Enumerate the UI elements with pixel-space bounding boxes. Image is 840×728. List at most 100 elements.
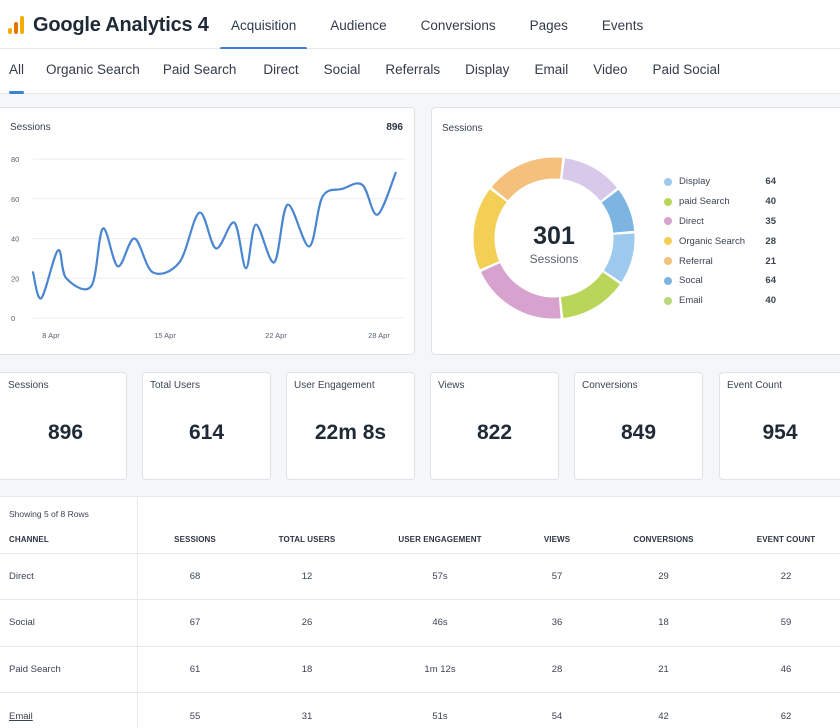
cell-views: 57 [519, 552, 595, 600]
stat-value: 954 [762, 421, 798, 444]
donut-chart-title: Sessions [442, 123, 483, 134]
top-navigation-bar: Google Analytics 4 Acquisition Audience … [0, 0, 840, 50]
cell-user-engagement: 1m 12s [361, 645, 519, 693]
channel-tab-all[interactable]: All [9, 49, 25, 94]
legend-item[interactable]: Referral 21 [664, 251, 776, 271]
legend-value: 64 [765, 176, 776, 188]
stat-card-total-users: Total Users 614 [142, 372, 271, 480]
stat-card-event-count: Event Count 954 [719, 372, 840, 480]
cell-total-users: 26 [253, 599, 361, 646]
cell-conversions: 21 [595, 645, 732, 693]
donut-slice[interactable] [491, 157, 563, 201]
cell-event-count: 62 [732, 692, 840, 728]
sessions-line-chart: 0 20 40 60 80 8 Apr 15 Apr 22 Apr 28 Apr [11, 155, 405, 340]
table-row[interactable]: Social 67 26 46s 36 18 59 [0, 599, 840, 646]
legend-label: Socal [679, 275, 703, 287]
stat-card-views: Views 822 [430, 372, 559, 480]
cell-channel: Email [0, 692, 137, 728]
legend-color-dot [664, 237, 672, 246]
stat-label: Total Users [150, 380, 201, 391]
column-header-channel[interactable]: CHANNEL [9, 535, 49, 545]
cell-sessions: 55 [137, 692, 253, 728]
donut-center-label: Sessions [530, 252, 579, 266]
column-header-event-count[interactable]: EVENT COUNT [756, 535, 816, 545]
legend-item[interactable]: Email 40 [664, 291, 776, 311]
sessions-donut-card: Sessions 301 Sessions Display 64 paid Sear… [431, 107, 840, 355]
column-header-conversions[interactable]: CONVERSIONS [633, 535, 694, 545]
donut-center-value: 301 [533, 222, 575, 250]
stat-card-user-engagement: User Engagement 22m 8s [286, 372, 415, 480]
legend-label: Organic Search [679, 235, 746, 247]
column-header-views[interactable]: VIEWS [543, 535, 571, 545]
legend-value: 21 [765, 255, 776, 267]
legend-color-dot [664, 257, 672, 266]
tab-pages[interactable]: Pages [529, 18, 568, 33]
cell-channel: Paid Search [0, 645, 137, 693]
x-tick-label: 28 Apr [368, 331, 390, 340]
legend-item[interactable]: Organic Search 28 [664, 231, 776, 251]
y-tick-label: 20 [11, 274, 19, 283]
table-row[interactable]: Paid Search 61 18 1m 12s 28 21 46 [0, 645, 840, 693]
donut-slice[interactable] [561, 158, 617, 202]
column-header-total-users[interactable]: TOTAL USERS [278, 535, 336, 545]
cell-channel: Direct [0, 552, 137, 600]
sessions-donut-chart: 301 Sessions [473, 157, 635, 319]
legend-color-dot [664, 276, 672, 285]
column-header-sessions[interactable]: SESSIONS [174, 535, 216, 545]
legend-item[interactable]: Direct 35 [664, 212, 776, 232]
channel-tab-paid-search[interactable]: Paid Search [162, 62, 237, 77]
channel-tab-direct[interactable]: Direct [263, 62, 299, 77]
cell-sessions: 61 [137, 645, 253, 693]
donut-slice[interactable] [560, 271, 620, 318]
tab-events[interactable]: Events [601, 18, 644, 33]
legend-value: 64 [765, 275, 776, 287]
cell-views: 54 [519, 692, 595, 728]
legend-value: 35 [765, 215, 776, 227]
stat-label: Conversions [582, 380, 638, 391]
channel-tab-video[interactable]: Video [593, 62, 628, 77]
cell-event-count: 46 [732, 645, 840, 693]
table-row[interactable]: Direct 68 12 57s 57 29 22 [0, 552, 840, 600]
legend-color-dot [664, 197, 672, 206]
channel-tab-email[interactable]: Email [534, 62, 569, 77]
donut-slice[interactable] [481, 262, 561, 319]
legend-item[interactable]: paid Search 40 [664, 192, 776, 212]
y-tick-label: 60 [11, 195, 19, 204]
column-header-user-engagement[interactable]: USER ENGAGEMENT [398, 535, 482, 545]
cell-views: 28 [519, 645, 595, 693]
cell-total-users: 12 [253, 552, 361, 600]
channel-tab-referrals[interactable]: Referrals [385, 62, 441, 77]
donut-slice[interactable] [603, 233, 635, 282]
stat-value: 849 [620, 421, 657, 444]
legend-label: Display [679, 176, 711, 188]
channel-tab-paid-social[interactable]: Paid Social [652, 62, 721, 77]
y-tick-label: 40 [11, 235, 19, 244]
legend-color-dot [664, 217, 672, 226]
cell-total-users: 31 [253, 692, 361, 728]
legend-value: 40 [765, 196, 776, 208]
donut-slice[interactable] [601, 189, 635, 234]
x-tick-label: 15 Apr [154, 331, 176, 340]
line-chart-total: 896 [386, 122, 403, 133]
legend-value: 40 [765, 295, 776, 307]
channel-tab-display[interactable]: Display [465, 62, 510, 77]
app-logo[interactable]: Google Analytics 4 [8, 12, 209, 38]
cell-user-engagement: 51s [361, 692, 519, 728]
table-row[interactable]: Email 55 31 51s 54 42 62 [0, 692, 840, 728]
channel-tab-organic-search[interactable]: Organic Search [46, 62, 140, 77]
stat-value: 822 [476, 421, 513, 444]
channel-tab-social[interactable]: Social [323, 62, 361, 77]
tab-acquisition[interactable]: Acquisition [220, 0, 308, 50]
sessions-line-chart-card: Sessions 896 0 20 40 60 80 8 Apr 15 Apr 22 Apr 2… [0, 107, 415, 355]
cell-conversions: 29 [595, 552, 732, 600]
donut-slice[interactable] [473, 189, 507, 270]
tab-conversions[interactable]: Conversions [420, 18, 496, 33]
legend-color-dot [664, 296, 672, 305]
y-tick-label: 80 [11, 155, 19, 164]
legend-item[interactable]: Display 64 [664, 172, 776, 192]
legend-item[interactable]: Socal 64 [664, 271, 776, 291]
stat-card-sessions: Sessions 896 [0, 372, 127, 480]
tab-audience[interactable]: Audience [330, 18, 387, 33]
legend-label: Direct [679, 215, 704, 227]
line-chart-title: Sessions [10, 122, 51, 133]
